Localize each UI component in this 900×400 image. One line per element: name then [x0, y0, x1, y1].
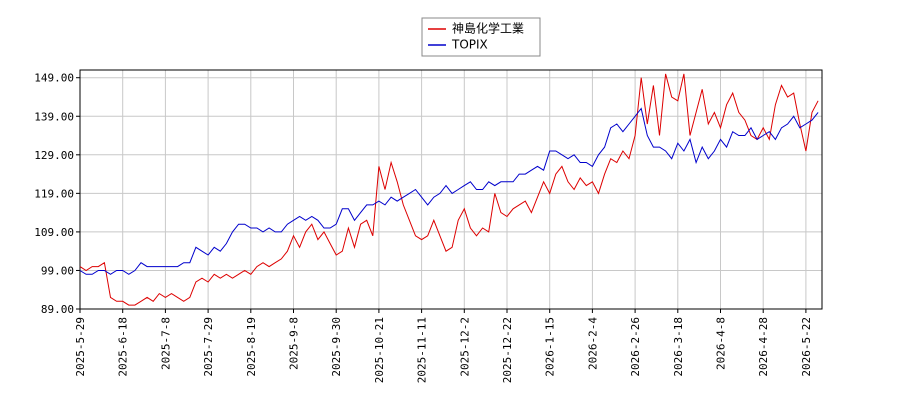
x-tick-label: 2025-7-29: [202, 317, 215, 377]
x-tick-label: 2025-8-19: [245, 317, 258, 377]
x-tick-label: 2025-12-2: [458, 317, 471, 377]
x-tick-label: 2025-6-18: [117, 317, 130, 377]
legend-box: [421, 17, 541, 57]
plot-frame: [79, 69, 823, 310]
series-line: [79, 107, 819, 275]
y-tick-label: 129.00: [34, 149, 74, 162]
x-tick-label: 2025-12-22: [501, 317, 514, 383]
x-tick-label: 2026-4-8: [715, 317, 728, 370]
x-tick-label: 2025-5-29: [74, 317, 87, 377]
legend: 神島化学工業 TOPIX: [421, 17, 541, 57]
x-tick-label: 2025-7-8: [159, 317, 172, 370]
x-tick-label: 2026-4-28: [757, 317, 770, 377]
x-tick-label: 2026-3-18: [672, 317, 685, 377]
series-line: [79, 73, 819, 306]
y-tick-label: 109.00: [34, 226, 74, 239]
legend-label: 神島化学工業: [452, 21, 524, 36]
x-tick-label: 2025-11-11: [416, 317, 429, 383]
x-tick-label: 2025-10-21: [373, 317, 386, 383]
y-tick-label: 139.00: [34, 110, 74, 123]
y-tick-label: 99.00: [41, 264, 74, 277]
y-tick-label: 119.00: [34, 187, 74, 200]
y-tick-label: 149.00: [34, 72, 74, 85]
x-tick-label: 2026-1-15: [544, 317, 557, 377]
x-tick-label: 2026-2-4: [586, 317, 599, 370]
x-tick-label: 2026-5-22: [800, 317, 813, 377]
x-tick-label: 2025-9-30: [330, 317, 343, 377]
x-tick-label: 2025-9-8: [288, 317, 301, 370]
legend-label: TOPIX: [451, 38, 488, 52]
x-tick-label: 2026-2-26: [629, 317, 642, 377]
y-tick-label: 89.00: [41, 303, 74, 316]
